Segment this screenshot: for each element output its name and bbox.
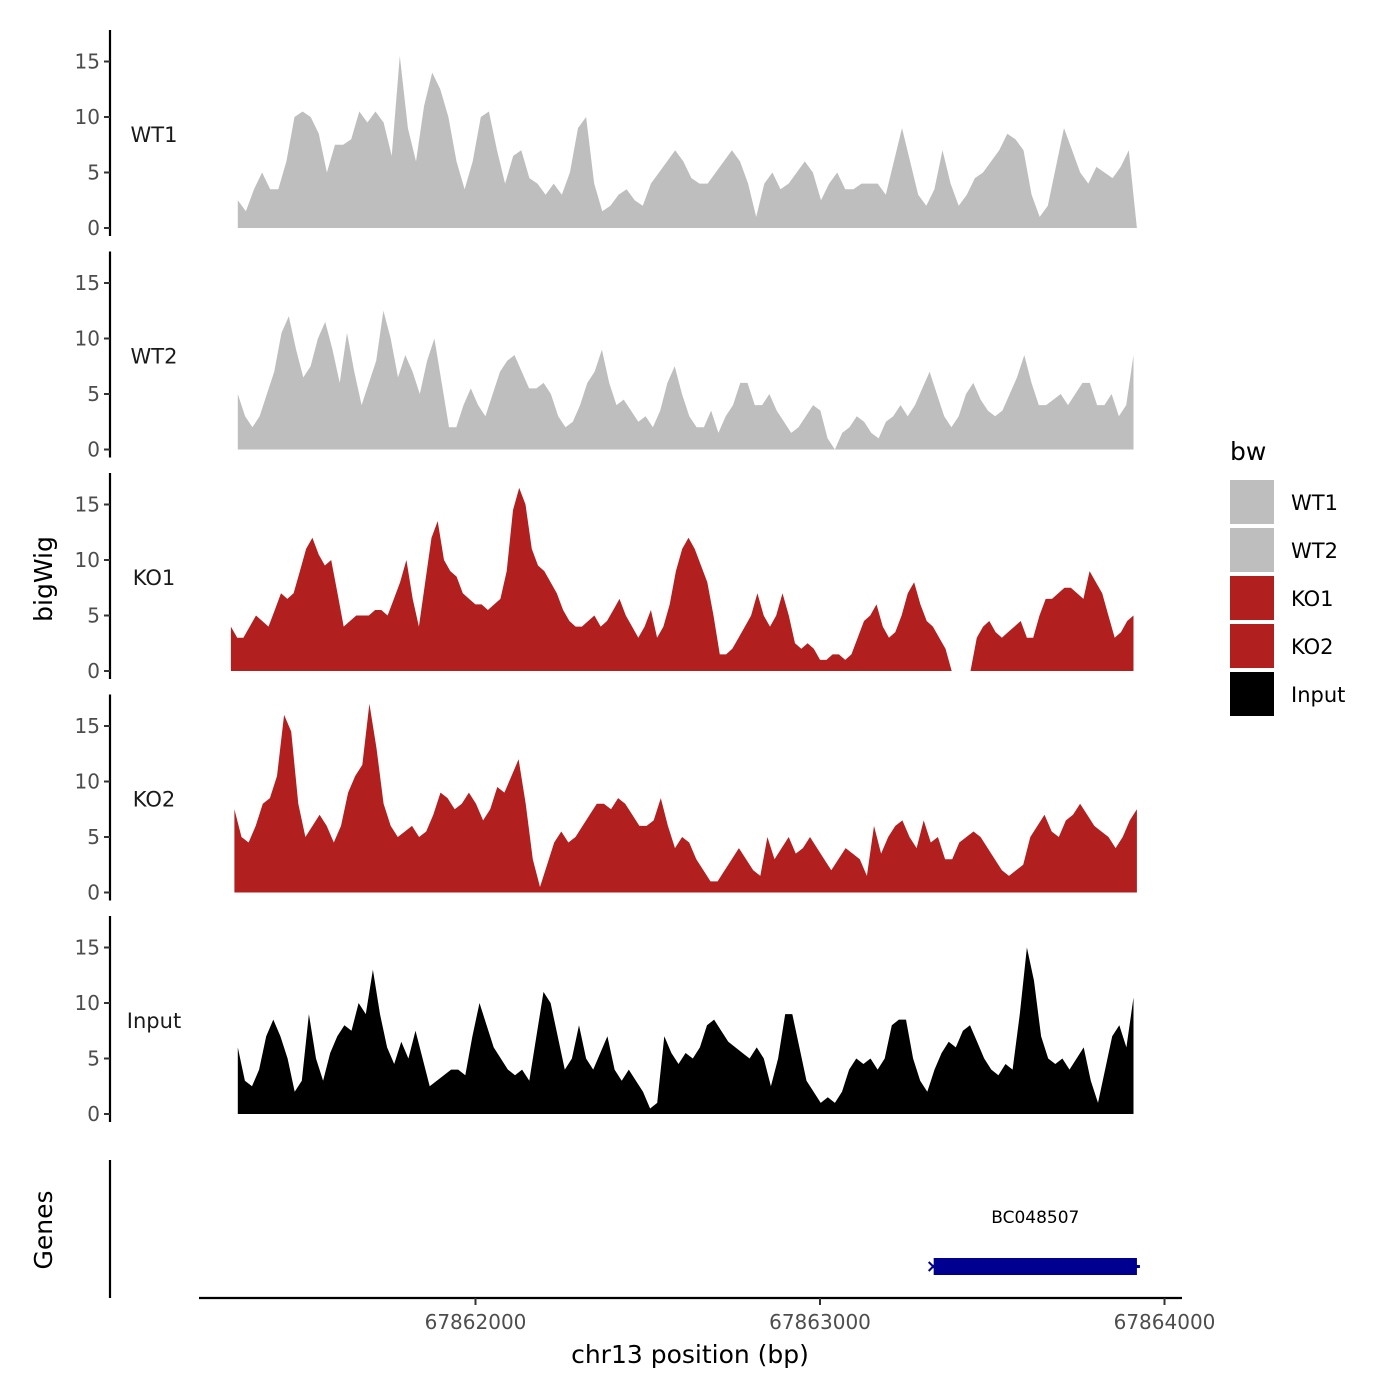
y-tick-label: 15 [75, 936, 100, 960]
area-segment [237, 56, 1137, 228]
x-axis: 67862000 67863000 67864000 [199, 1296, 1216, 1334]
y-tick-label: 5 [87, 161, 100, 185]
y-tick-label: 5 [87, 825, 100, 849]
gene-label: BC048507 [991, 1208, 1079, 1228]
y-tick-label: 5 [87, 382, 100, 406]
x-axis-label: chr13 position (bp) [571, 1340, 809, 1369]
genes-axis-label: Genes [29, 1190, 58, 1269]
y-axis-label: bigWig [29, 536, 58, 622]
y-tick-label: 15 [75, 714, 100, 738]
legend-label: Input [1291, 683, 1345, 707]
track-label: Input [127, 1009, 181, 1033]
x-tick-label: 67863000 [769, 1310, 871, 1334]
y-tick-label: 5 [87, 1047, 100, 1071]
area-segment [970, 571, 1134, 671]
y-tick-label: 5 [87, 604, 100, 628]
y-tick-label: 10 [75, 105, 100, 129]
legend-label: KO1 [1291, 587, 1334, 611]
track-label: WT1 [131, 123, 178, 147]
track-wt2: 0 5 10 15 WT2 [75, 251, 1134, 462]
legend-swatch [1230, 672, 1274, 716]
legend: bw WT1 WT2 KO1 KO2 Input [1230, 437, 1345, 716]
gene-body [933, 1258, 1137, 1275]
area-segment [237, 947, 1134, 1114]
track-ko2: 0 5 10 15 KO2 [75, 694, 1137, 905]
y-tick-label: 10 [75, 548, 100, 572]
y-tick-label: 0 [87, 881, 100, 905]
legend-swatch [1230, 528, 1274, 572]
legend-swatch [1230, 624, 1274, 668]
y-tick-label: 0 [87, 438, 100, 462]
y-tick-label: 10 [75, 991, 100, 1015]
y-tick-label: 10 [75, 327, 100, 351]
gene-track: BC048507 [108, 1160, 1140, 1298]
y-tick-label: 15 [75, 50, 100, 74]
area-segment [237, 310, 1134, 450]
area-segment [230, 487, 952, 671]
y-tick-label: 10 [75, 770, 100, 794]
track-input: 0 5 10 15 Input [75, 916, 1134, 1126]
track-label: WT2 [131, 345, 178, 369]
legend-label: WT2 [1291, 539, 1338, 563]
y-tick-label: 0 [87, 216, 100, 240]
track-wt1: 0 5 10 15 WT1 [75, 30, 1137, 240]
y-tick-label: 0 [87, 659, 100, 683]
gene-strand-mark [927, 1261, 939, 1272]
y-tick-label: 15 [75, 493, 100, 517]
x-tick-label: 67862000 [425, 1310, 527, 1334]
legend-label: WT1 [1291, 491, 1338, 515]
track-ko1: 0 5 10 15 KO1 [75, 473, 1134, 683]
coverage-tracks: 0 5 10 15 WT1 0 5 10 15 WT2 0 5 10 15 KO1 0 5 10 15 KO2 0 5 10… [75, 30, 1137, 1126]
legend-swatch [1230, 480, 1274, 524]
track-label: KO2 [133, 788, 176, 812]
area-segment [234, 703, 1137, 893]
legend-swatch [1230, 576, 1274, 620]
legend-label: KO2 [1291, 635, 1334, 659]
x-tick-label: 67864000 [1114, 1310, 1216, 1334]
track-label: KO1 [133, 566, 176, 590]
legend-title: bw [1230, 437, 1266, 466]
y-tick-label: 15 [75, 271, 100, 295]
y-tick-label: 0 [87, 1102, 100, 1126]
